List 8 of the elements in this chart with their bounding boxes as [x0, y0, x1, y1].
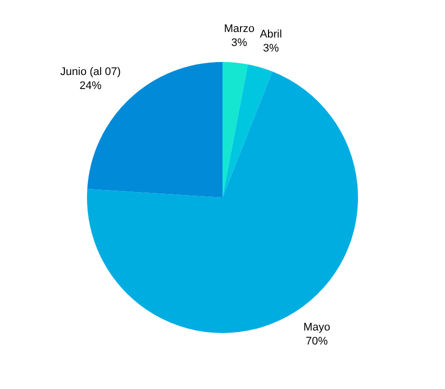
slice-label: Mayo [303, 322, 330, 334]
slice-label: Marzo [224, 22, 255, 35]
slice-label: Junio (al 07) [60, 66, 121, 78]
data-label: 24% [80, 80, 102, 92]
data-label: 70% [306, 336, 328, 348]
data-label: 3% [262, 42, 280, 54]
slice-label: Abril [260, 28, 282, 40]
data-label: 3% [231, 36, 248, 49]
